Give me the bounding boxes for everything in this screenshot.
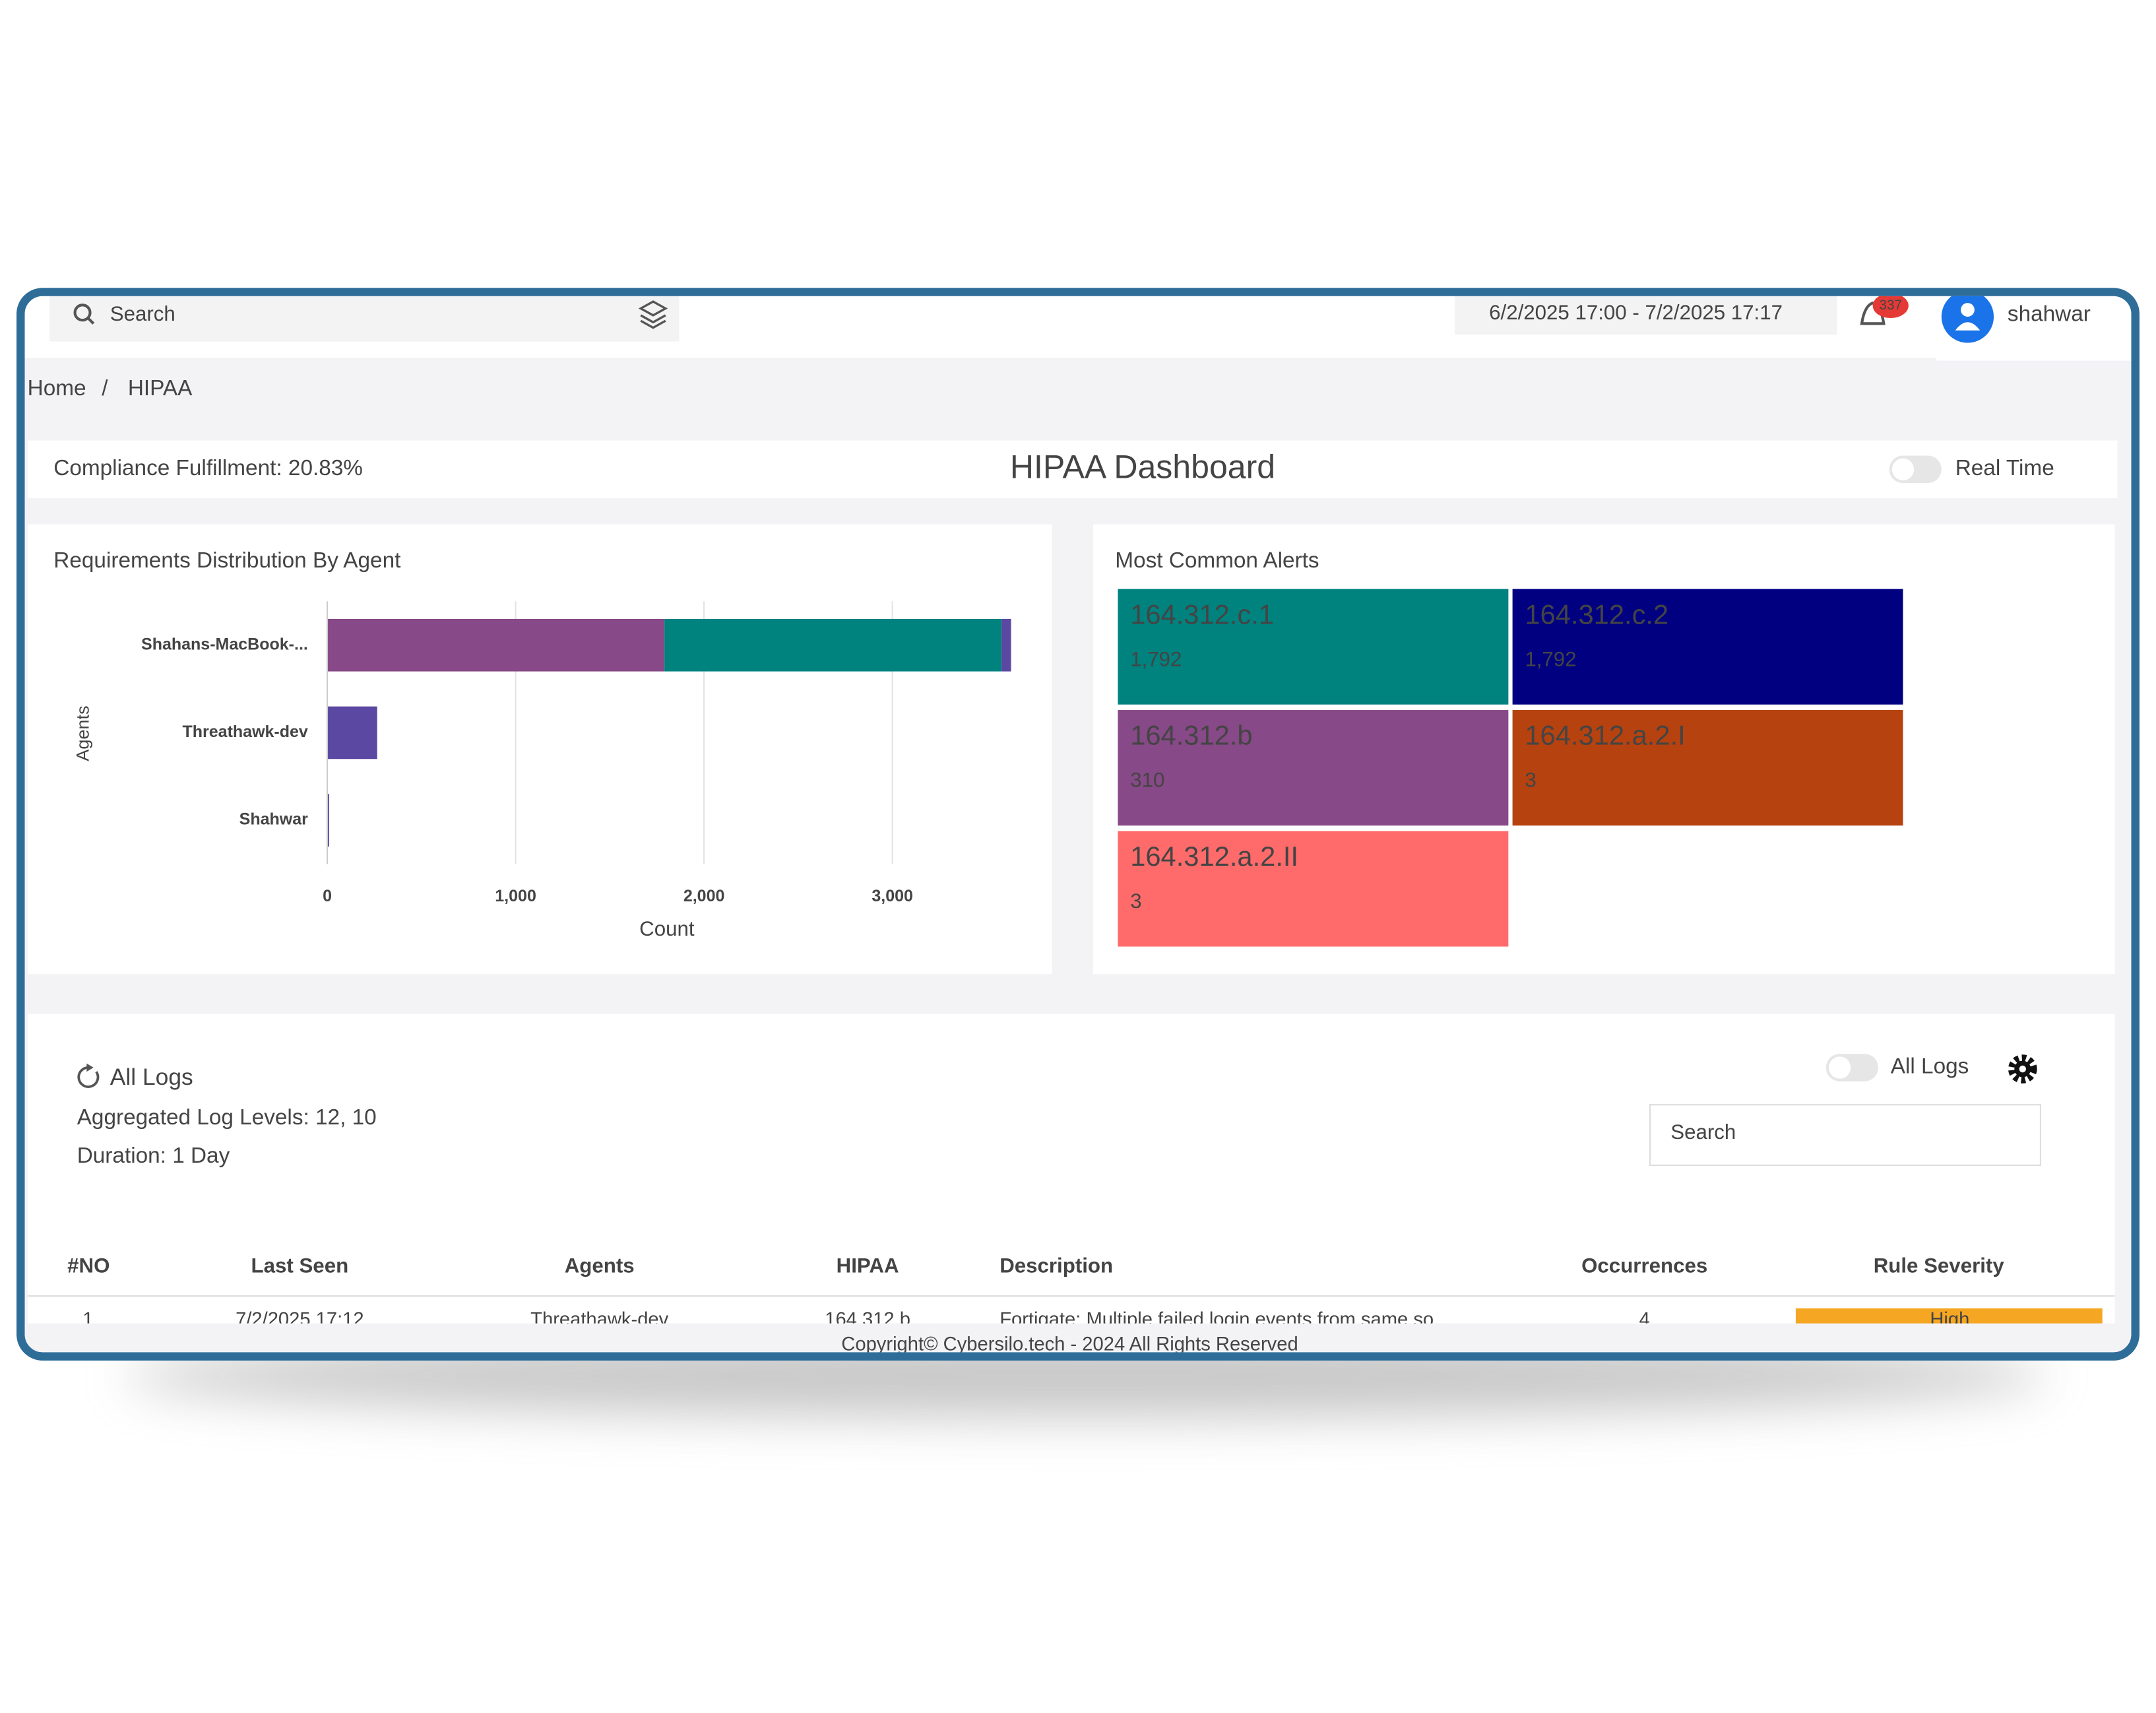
treemap-cell bbox=[1118, 831, 1509, 947]
bar bbox=[664, 618, 1002, 672]
treemap-value: 3 bbox=[1130, 889, 1141, 913]
treemap-value: 310 bbox=[1130, 769, 1164, 792]
chart-title: Requirements Distribution By Agent bbox=[53, 548, 401, 573]
search-icon bbox=[86, 317, 95, 325]
breadcrumb-link[interactable]: HIPAA bbox=[128, 376, 193, 401]
layers-icon[interactable] bbox=[638, 300, 668, 329]
treemap: 164.312.c.1 1,792 164.312.c.2 1,792 164.312.… bbox=[1118, 589, 1903, 947]
avatar-icon bbox=[1961, 303, 1975, 317]
log-levels: Aggregated Log Levels: 12, 10 bbox=[77, 1105, 377, 1130]
bar bbox=[327, 794, 329, 847]
y-tick-label: Shahwar bbox=[239, 810, 308, 829]
logs-search-placeholder: Search bbox=[1670, 1120, 1736, 1144]
logs-title: All Logs bbox=[110, 1064, 193, 1090]
footer bbox=[24, 1323, 2132, 1353]
logs-search[interactable] bbox=[1649, 1104, 2041, 1166]
frame-border bbox=[16, 288, 2140, 1361]
bar-chart: 0 1,000 2,000 3,000 Shahans-MacBook-... Threa… bbox=[141, 601, 1011, 905]
bar bbox=[1001, 618, 1011, 672]
x-tick-label: 3,000 bbox=[872, 887, 913, 905]
x-tick-label: 0 bbox=[323, 887, 332, 905]
treemap-label: 164.312.c.1 bbox=[1130, 598, 1274, 630]
y-tick-label: Shahans-MacBook-... bbox=[141, 635, 308, 653]
table-header[interactable]: Occurrences bbox=[1581, 1254, 1707, 1277]
alerts-title: Most Common Alerts bbox=[1115, 548, 1319, 573]
treemap-label: 164.312.a.2.II bbox=[1130, 841, 1298, 872]
badge bbox=[1872, 296, 1909, 319]
table-header[interactable]: HIPAA bbox=[837, 1254, 899, 1277]
breadcrumb-link[interactable]: Home bbox=[28, 376, 86, 401]
bell-icon[interactable] bbox=[1860, 301, 1886, 325]
dashboard-header bbox=[27, 440, 2118, 499]
treemap-label: 164.312.b bbox=[1130, 720, 1252, 751]
treemap-cell bbox=[1512, 589, 1903, 705]
logs-toggle-label: All Logs bbox=[1891, 1054, 1969, 1079]
username: shahwar bbox=[2008, 302, 2091, 327]
search-icon bbox=[73, 304, 92, 322]
compliance: Compliance Fulfillment: 20.83% bbox=[53, 456, 363, 480]
table-header[interactable]: #NO bbox=[67, 1254, 110, 1277]
x-tick-label: 1,000 bbox=[495, 887, 536, 905]
treemap-cell bbox=[1118, 710, 1509, 826]
refresh-icon[interactable] bbox=[77, 1066, 100, 1088]
y-axis-label: Agents bbox=[72, 705, 92, 761]
gear-icon bbox=[2019, 1065, 2027, 1073]
dashboard-title: HIPAA Dashboard bbox=[1010, 449, 1275, 486]
duration: Duration: 1 Day bbox=[77, 1144, 230, 1168]
bar bbox=[327, 618, 665, 672]
logs-card bbox=[27, 1014, 2115, 1344]
treemap-value: 1,792 bbox=[1525, 647, 1576, 670]
breadcrumb-sep: / bbox=[102, 376, 108, 401]
avatar-icon bbox=[1955, 322, 1981, 331]
treemap-label: 164.312.a.2.I bbox=[1525, 720, 1685, 751]
x-tick-label: 2,000 bbox=[683, 887, 725, 905]
x-axis-label: Count bbox=[639, 917, 695, 940]
chart-card bbox=[27, 524, 1052, 975]
treemap-value: 1,792 bbox=[1130, 647, 1182, 670]
toggle-knob bbox=[1828, 1056, 1851, 1079]
toggle-knob bbox=[1891, 458, 1915, 480]
treemap-label: 164.312.c.2 bbox=[1525, 598, 1668, 630]
bar bbox=[327, 706, 377, 760]
search-placeholder: Search bbox=[110, 302, 175, 325]
treemap-cell bbox=[1512, 710, 1903, 826]
app: Search 6/2/2025 17:00 - 7/2/2025 17:17 3… bbox=[24, 292, 2132, 1355]
table-header[interactable]: Agents bbox=[565, 1254, 635, 1277]
notification-count: 337 bbox=[1879, 298, 1902, 313]
treemap-cell bbox=[1118, 589, 1509, 705]
date-box[interactable] bbox=[1455, 292, 1837, 335]
table-header[interactable]: Rule Severity bbox=[1874, 1254, 2005, 1277]
date-range: 6/2/2025 17:00 - 7/2/2025 17:17 bbox=[1489, 301, 1783, 324]
table-header[interactable]: Description bbox=[999, 1254, 1113, 1277]
realtime-label: Real Time bbox=[1955, 456, 2054, 480]
treemap-value: 3 bbox=[1525, 769, 1536, 792]
table-header[interactable]: Last Seen bbox=[251, 1254, 349, 1277]
search-box[interactable] bbox=[49, 292, 680, 342]
refresh-icon bbox=[86, 1063, 94, 1072]
gear-icon[interactable] bbox=[2008, 1054, 2037, 1083]
footer-text: Copyright© Cybersilo.tech - 2024 All Rig… bbox=[841, 1334, 1298, 1355]
y-tick-label: Threathawk-dev bbox=[183, 723, 308, 741]
